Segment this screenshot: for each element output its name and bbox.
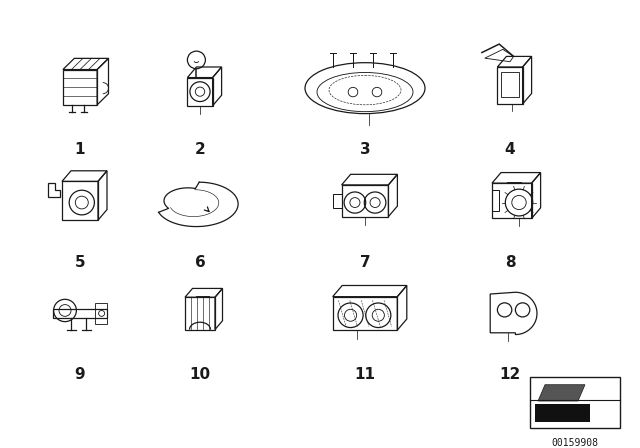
Text: 10: 10 [189,367,211,382]
Text: 5: 5 [75,254,85,270]
Text: 4: 4 [505,142,515,157]
Text: 1: 1 [75,142,85,157]
Polygon shape [535,404,590,422]
Text: 3: 3 [360,142,371,157]
Text: 9: 9 [75,367,85,382]
Text: 2: 2 [195,142,205,157]
Text: 11: 11 [355,367,376,382]
Text: 12: 12 [499,367,520,382]
Text: 00159908: 00159908 [552,438,598,448]
Text: 8: 8 [505,254,515,270]
Bar [530,377,620,428]
Text: 7: 7 [360,254,371,270]
Polygon shape [538,385,585,401]
Text: 6: 6 [195,254,205,270]
